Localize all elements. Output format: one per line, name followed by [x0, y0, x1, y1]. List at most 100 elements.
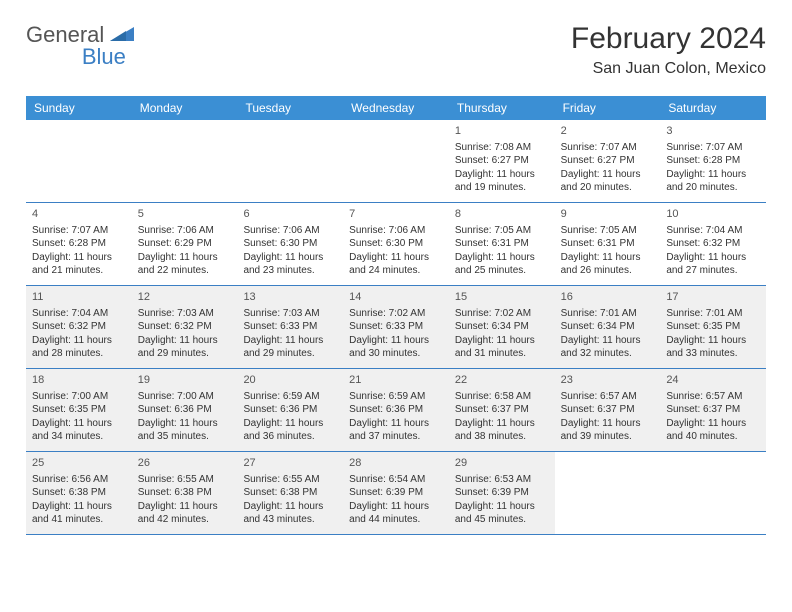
day-number: 8 — [455, 207, 549, 222]
sunrise-text: Sunrise: 6:53 AM — [455, 473, 549, 487]
sunset-text: Sunset: 6:36 PM — [243, 403, 337, 417]
sunset-text: Sunset: 6:27 PM — [561, 154, 655, 168]
day-cell-18: 18Sunrise: 7:00 AMSunset: 6:35 PMDayligh… — [26, 369, 132, 451]
day-cell-empty — [660, 452, 766, 534]
day-cell-4: 4Sunrise: 7:07 AMSunset: 6:28 PMDaylight… — [26, 203, 132, 285]
day-cell-14: 14Sunrise: 7:02 AMSunset: 6:33 PMDayligh… — [343, 286, 449, 368]
daylight-text: Daylight: 11 hours and 20 minutes. — [561, 168, 655, 195]
sunrise-text: Sunrise: 6:58 AM — [455, 390, 549, 404]
sunrise-text: Sunrise: 7:02 AM — [349, 307, 443, 321]
day-cell-20: 20Sunrise: 6:59 AMSunset: 6:36 PMDayligh… — [237, 369, 343, 451]
daylight-text: Daylight: 11 hours and 29 minutes. — [243, 334, 337, 361]
weekday-thursday: Thursday — [449, 96, 555, 120]
daylight-text: Daylight: 11 hours and 25 minutes. — [455, 251, 549, 278]
day-number: 21 — [349, 373, 443, 388]
daylight-text: Daylight: 11 hours and 21 minutes. — [32, 251, 126, 278]
sunrise-text: Sunrise: 7:05 AM — [561, 224, 655, 238]
day-cell-empty — [343, 120, 449, 202]
day-number: 16 — [561, 290, 655, 305]
title-block: February 2024 San Juan Colon, Mexico — [571, 22, 766, 78]
day-cell-3: 3Sunrise: 7:07 AMSunset: 6:28 PMDaylight… — [660, 120, 766, 202]
day-number: 23 — [561, 373, 655, 388]
sunrise-text: Sunrise: 7:04 AM — [32, 307, 126, 321]
logo-blue-row: Gene Blue — [26, 44, 126, 70]
daylight-text: Daylight: 11 hours and 24 minutes. — [349, 251, 443, 278]
sunset-text: Sunset: 6:32 PM — [138, 320, 232, 334]
location: San Juan Colon, Mexico — [571, 60, 766, 78]
day-cell-22: 22Sunrise: 6:58 AMSunset: 6:37 PMDayligh… — [449, 369, 555, 451]
sunrise-text: Sunrise: 7:06 AM — [243, 224, 337, 238]
daylight-text: Daylight: 11 hours and 29 minutes. — [138, 334, 232, 361]
day-cell-13: 13Sunrise: 7:03 AMSunset: 6:33 PMDayligh… — [237, 286, 343, 368]
sunset-text: Sunset: 6:34 PM — [561, 320, 655, 334]
day-number: 19 — [138, 373, 232, 388]
daylight-text: Daylight: 11 hours and 23 minutes. — [243, 251, 337, 278]
day-cell-6: 6 Sunrise: 7:06 AMSunset: 6:30 PMDaylight… — [237, 203, 343, 285]
daylight-text: Daylight: 11 hours and 33 minutes. — [666, 334, 760, 361]
sunset-text: Sunset: 6:31 PM — [455, 237, 549, 251]
day-cell-23: 23Sunrise: 6:57 AMSunset: 6:37 PMDayligh… — [555, 369, 661, 451]
day-number: 27 — [243, 456, 337, 471]
daylight-text: Daylight: 11 hours and 35 minutes. — [138, 417, 232, 444]
week-row: 4Sunrise: 7:07 AMSunset: 6:28 PMDaylight… — [26, 203, 766, 286]
week-row: 18Sunrise: 7:00 AMSunset: 6:35 PMDayligh… — [26, 369, 766, 452]
day-cell-16: 16Sunrise: 7:01 AMSunset: 6:34 PMDayligh… — [555, 286, 661, 368]
sunrise-text: Sunrise: 6:54 AM — [349, 473, 443, 487]
day-number: 7 — [349, 207, 443, 222]
day-number: 12 — [138, 290, 232, 305]
day-cell-empty — [237, 120, 343, 202]
day-number: 11 — [32, 290, 126, 305]
daylight-text: Daylight: 11 hours and 31 minutes. — [455, 334, 549, 361]
sunrise-text: Sunrise: 7:06 AM — [349, 224, 443, 238]
week-row: 1Sunrise: 7:08 AMSunset: 6:27 PMDaylight… — [26, 120, 766, 203]
sunrise-text: Sunrise: 7:07 AM — [32, 224, 126, 238]
sunset-text: Sunset: 6:29 PM — [138, 237, 232, 251]
weekday-saturday: Saturday — [660, 96, 766, 120]
sunset-text: Sunset: 6:38 PM — [243, 486, 337, 500]
sunset-text: Sunset: 6:38 PM — [32, 486, 126, 500]
daylight-text: Daylight: 11 hours and 34 minutes. — [32, 417, 126, 444]
daylight-text: Daylight: 11 hours and 45 minutes. — [455, 500, 549, 527]
weekday-header-row: SundayMondayTuesdayWednesdayThursdayFrid… — [26, 96, 766, 120]
daylight-text: Daylight: 11 hours and 39 minutes. — [561, 417, 655, 444]
logo-text-blue: Blue — [82, 44, 126, 70]
sunrise-text: Sunrise: 6:59 AM — [349, 390, 443, 404]
day-number: 17 — [666, 290, 760, 305]
day-number: 15 — [455, 290, 549, 305]
day-cell-25: 25Sunrise: 6:56 AMSunset: 6:38 PMDayligh… — [26, 452, 132, 534]
day-number: 18 — [32, 373, 126, 388]
daylight-text: Daylight: 11 hours and 40 minutes. — [666, 417, 760, 444]
weekday-friday: Friday — [555, 96, 661, 120]
day-number: 22 — [455, 373, 549, 388]
day-number: 9 — [561, 207, 655, 222]
day-cell-2: 2Sunrise: 7:07 AMSunset: 6:27 PMDaylight… — [555, 120, 661, 202]
daylight-text: Daylight: 11 hours and 22 minutes. — [138, 251, 232, 278]
weekday-wednesday: Wednesday — [343, 96, 449, 120]
sunset-text: Sunset: 6:28 PM — [666, 154, 760, 168]
day-cell-21: 21 Sunrise: 6:59 AMSunset: 6:36 PMDayligh… — [343, 369, 449, 451]
daylight-text: Daylight: 11 hours and 28 minutes. — [32, 334, 126, 361]
sunrise-text: Sunrise: 7:05 AM — [455, 224, 549, 238]
sunset-text: Sunset: 6:36 PM — [138, 403, 232, 417]
day-cell-29: 29Sunrise: 6:53 AMSunset: 6:39 PMDayligh… — [449, 452, 555, 534]
sunrise-text: Sunrise: 6:57 AM — [666, 390, 760, 404]
sunset-text: Sunset: 6:36 PM — [349, 403, 443, 417]
day-cell-empty — [555, 452, 661, 534]
sunset-text: Sunset: 6:32 PM — [666, 237, 760, 251]
sunset-text: Sunset: 6:28 PM — [32, 237, 126, 251]
daylight-text: Daylight: 11 hours and 30 minutes. — [349, 334, 443, 361]
sunrise-text: Sunrise: 7:03 AM — [243, 307, 337, 321]
sunset-text: Sunset: 6:37 PM — [561, 403, 655, 417]
day-number: 28 — [349, 456, 443, 471]
day-cell-26: 26Sunrise: 6:55 AMSunset: 6:38 PMDayligh… — [132, 452, 238, 534]
sunset-text: Sunset: 6:30 PM — [243, 237, 337, 251]
sunrise-text: Sunrise: 7:00 AM — [138, 390, 232, 404]
sunset-text: Sunset: 6:39 PM — [455, 486, 549, 500]
day-cell-11: 11Sunrise: 7:04 AMSunset: 6:32 PMDayligh… — [26, 286, 132, 368]
sunset-text: Sunset: 6:34 PM — [455, 320, 549, 334]
day-number: 6 — [243, 207, 337, 222]
week-row: 11Sunrise: 7:04 AMSunset: 6:32 PMDayligh… — [26, 286, 766, 369]
sunset-text: Sunset: 6:30 PM — [349, 237, 443, 251]
sunset-text: Sunset: 6:35 PM — [32, 403, 126, 417]
daylight-text: Daylight: 11 hours and 37 minutes. — [349, 417, 443, 444]
